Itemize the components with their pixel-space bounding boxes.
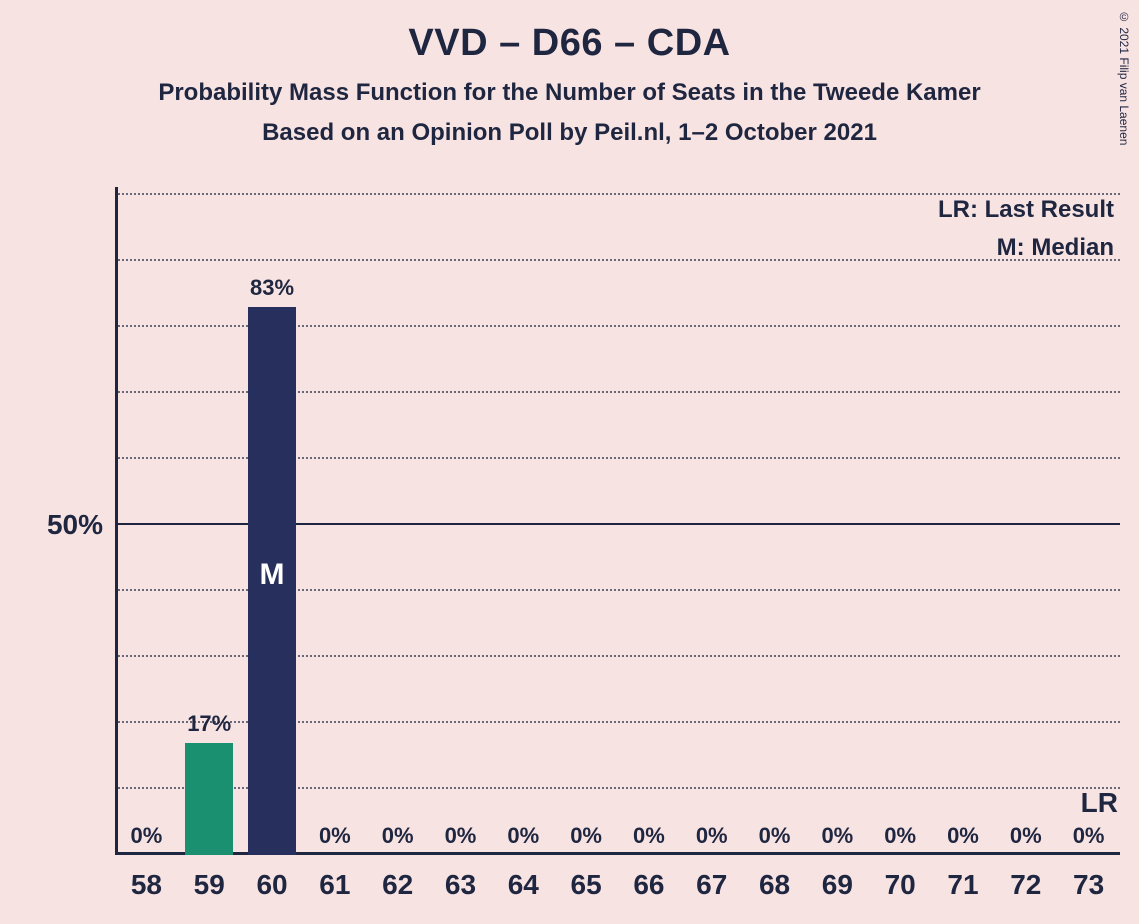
bar-value-label: 0% xyxy=(115,823,178,849)
bar-slot: 0%65 xyxy=(555,195,618,855)
bar-value-label: 0% xyxy=(869,823,932,849)
bar-slot: 0%66 xyxy=(618,195,681,855)
bar-slot: 17%59 xyxy=(178,195,241,855)
copyright-text: © 2021 Filip van Laenen xyxy=(1117,10,1131,145)
bar-value-label: 0% xyxy=(994,823,1057,849)
bar-value-label: 0% xyxy=(932,823,995,849)
plot-area: 50%0%5817%5983%M600%610%620%630%640%650%… xyxy=(115,195,1120,855)
y-axis-label: 50% xyxy=(19,509,103,541)
x-axis-tick-label: 61 xyxy=(303,869,366,901)
x-axis-tick-label: 59 xyxy=(178,869,241,901)
bar-slot: 0%61 xyxy=(303,195,366,855)
bar-slot: 0%58 xyxy=(115,195,178,855)
bar-slot: 0%67 xyxy=(680,195,743,855)
x-axis-tick-label: 72 xyxy=(994,869,1057,901)
x-axis-tick-label: 65 xyxy=(555,869,618,901)
x-axis-tick-label: 63 xyxy=(429,869,492,901)
chart-title: VVD – D66 – CDA xyxy=(0,0,1139,65)
bar-slot: 0%69 xyxy=(806,195,869,855)
bar-slot: 0%71 xyxy=(932,195,995,855)
bar-slot: 0%68 xyxy=(743,195,806,855)
chart-area: LR: Last Result M: Median 50%0%5817%5983… xyxy=(115,195,1120,855)
bar-value-label: 83% xyxy=(241,275,304,301)
x-axis-tick-label: 68 xyxy=(743,869,806,901)
bar-value-label: 0% xyxy=(492,823,555,849)
x-axis-tick-label: 64 xyxy=(492,869,555,901)
x-axis-tick-label: 62 xyxy=(366,869,429,901)
bar-value-label: 0% xyxy=(429,823,492,849)
bar-value-label: 0% xyxy=(555,823,618,849)
bar-slot: 0%70 xyxy=(869,195,932,855)
bar-value-label: 17% xyxy=(178,711,241,737)
last-result-marker: LR xyxy=(1081,787,1118,819)
bar-value-label: 0% xyxy=(366,823,429,849)
x-axis-tick-label: 67 xyxy=(680,869,743,901)
bar-value-label: 0% xyxy=(303,823,366,849)
chart-subtitle-2: Based on an Opinion Poll by Peil.nl, 1–2… xyxy=(0,119,1139,147)
bar-slot: 0%64 xyxy=(492,195,555,855)
x-axis-tick-label: 71 xyxy=(932,869,995,901)
bar-slot: 0%LR73 xyxy=(1057,195,1120,855)
bar-value-label: 0% xyxy=(1057,823,1120,849)
bar-slot: 0%72 xyxy=(994,195,1057,855)
bar-value-label: 0% xyxy=(618,823,681,849)
bar-slot: 0%63 xyxy=(429,195,492,855)
x-axis-tick-label: 66 xyxy=(618,869,681,901)
bar-slot: 0%62 xyxy=(366,195,429,855)
x-axis-tick-label: 58 xyxy=(115,869,178,901)
x-axis-tick-label: 60 xyxy=(241,869,304,901)
bar-value-label: 0% xyxy=(743,823,806,849)
x-axis-tick-label: 70 xyxy=(869,869,932,901)
x-axis-tick-label: 69 xyxy=(806,869,869,901)
bar-slot: 83%M60 xyxy=(241,195,304,855)
bar xyxy=(185,743,233,855)
x-axis-tick-label: 73 xyxy=(1057,869,1120,901)
median-marker: M xyxy=(241,558,304,592)
chart-subtitle-1: Probability Mass Function for the Number… xyxy=(0,79,1139,107)
bar-value-label: 0% xyxy=(680,823,743,849)
bar-value-label: 0% xyxy=(806,823,869,849)
